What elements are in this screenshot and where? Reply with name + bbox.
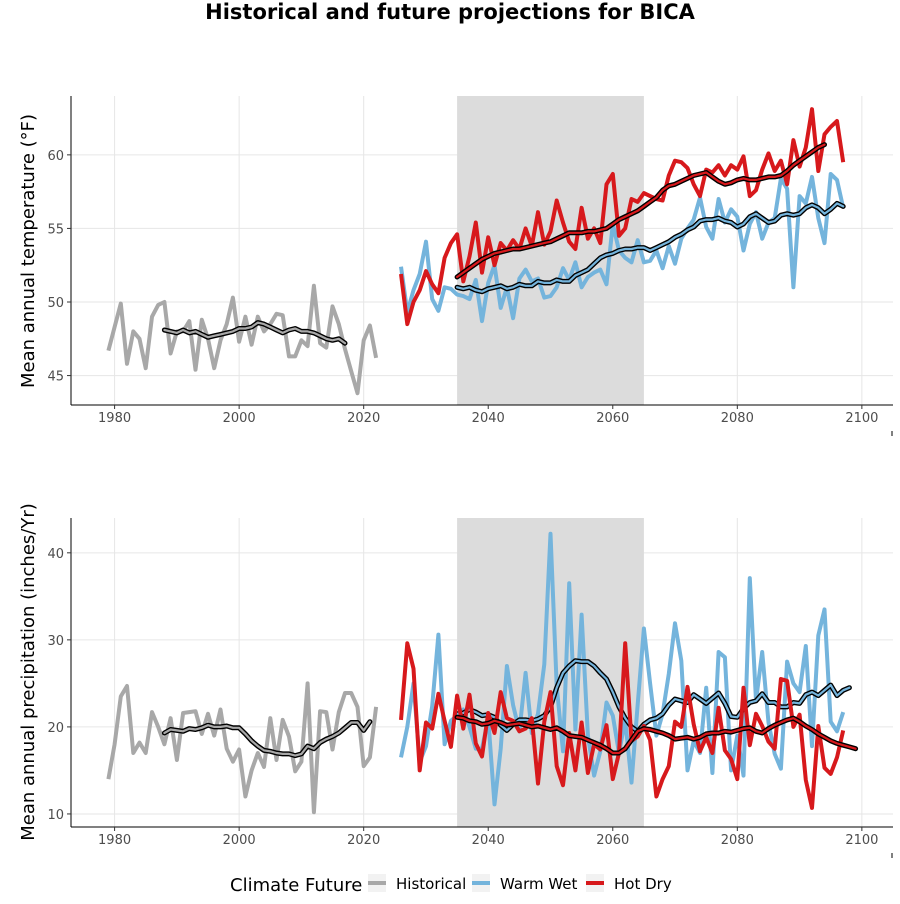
temperature-hot-dry-smooth-line: [456, 143, 826, 279]
temperature-x-tick-label: 2080: [721, 411, 754, 426]
temperature-panel: 1980 2000 2020 2040 2060 2080 2100 45 50 55 60: [47, 96, 893, 436]
precipitation-y-axis-label: Mean annual precipitation (inches/Yr): [18, 503, 39, 841]
legend-label-hot-dry: Hot Dry: [614, 875, 672, 893]
precipitation-panel: 1980 2000 2020 2040 2060 2080 2100 10 20 30 40: [47, 518, 893, 858]
temperature-warm-wet-smooth-line: [456, 202, 845, 293]
temperature-x-tick-label: 2020: [347, 411, 380, 426]
precipitation-x-tick-label: 2000: [223, 833, 256, 848]
temperature-x-tick-label: 1980: [98, 411, 131, 426]
temperature-y-tick-label: 55: [47, 222, 64, 237]
precipitation-historical-smooth-line: [163, 720, 371, 757]
temperature-x-tick-label: 2000: [223, 411, 256, 426]
precipitation-hot-dry-smooth-line: [456, 716, 857, 755]
temperature-historical-smooth-line: [163, 321, 347, 345]
precipitation-x-tick-label: 2040: [472, 833, 505, 848]
precipitation-x-tick-label: 2060: [596, 833, 629, 848]
temperature-hot-dry-line: [399, 107, 846, 327]
temperature-x-tick-label: 2040: [472, 411, 505, 426]
precipitation-x-tick-label: 2100: [845, 833, 878, 848]
legend-label-warm-wet: Warm Wet: [500, 875, 578, 893]
legend-label-historical: Historical: [396, 875, 466, 893]
precipitation-y-tick-label: 30: [47, 634, 64, 649]
precipitation-y-tick-label: 10: [47, 808, 64, 823]
legend-item-warm-wet: Warm Wet: [472, 874, 578, 893]
precipitation-warm-wet-smooth-line: [456, 659, 851, 733]
precipitation-hot-dry-line: [399, 641, 846, 810]
precipitation-y-tick-label: 20: [47, 721, 64, 736]
legend-item-historical: Historical: [368, 874, 466, 893]
legend: Climate Future Historical Warm Wet Hot D…: [230, 874, 672, 896]
temperature-y-axis-label: Mean annual temperature (°F): [18, 114, 39, 388]
temperature-x-tick-label: 2100: [845, 411, 878, 426]
temperature-x-tick-label: 2060: [596, 411, 629, 426]
precipitation-x-tick-label: 1980: [98, 833, 131, 848]
precipitation-y-tick-label: 40: [47, 547, 64, 562]
legend-title: Climate Future: [230, 875, 362, 896]
precipitation-x-tick-label: 2080: [721, 833, 754, 848]
temperature-y-tick-label: 60: [47, 149, 64, 164]
precipitation-x-tick-label: 2020: [347, 833, 380, 848]
legend-item-hot-dry: Hot Dry: [586, 874, 672, 893]
temperature-shaded-period: [457, 96, 644, 405]
temperature-y-tick-label: 45: [47, 370, 64, 385]
chart-title: Historical and future projections for BI…: [205, 0, 695, 24]
precipitation-historical-line: [106, 681, 379, 815]
temperature-y-tick-label: 50: [47, 296, 64, 311]
